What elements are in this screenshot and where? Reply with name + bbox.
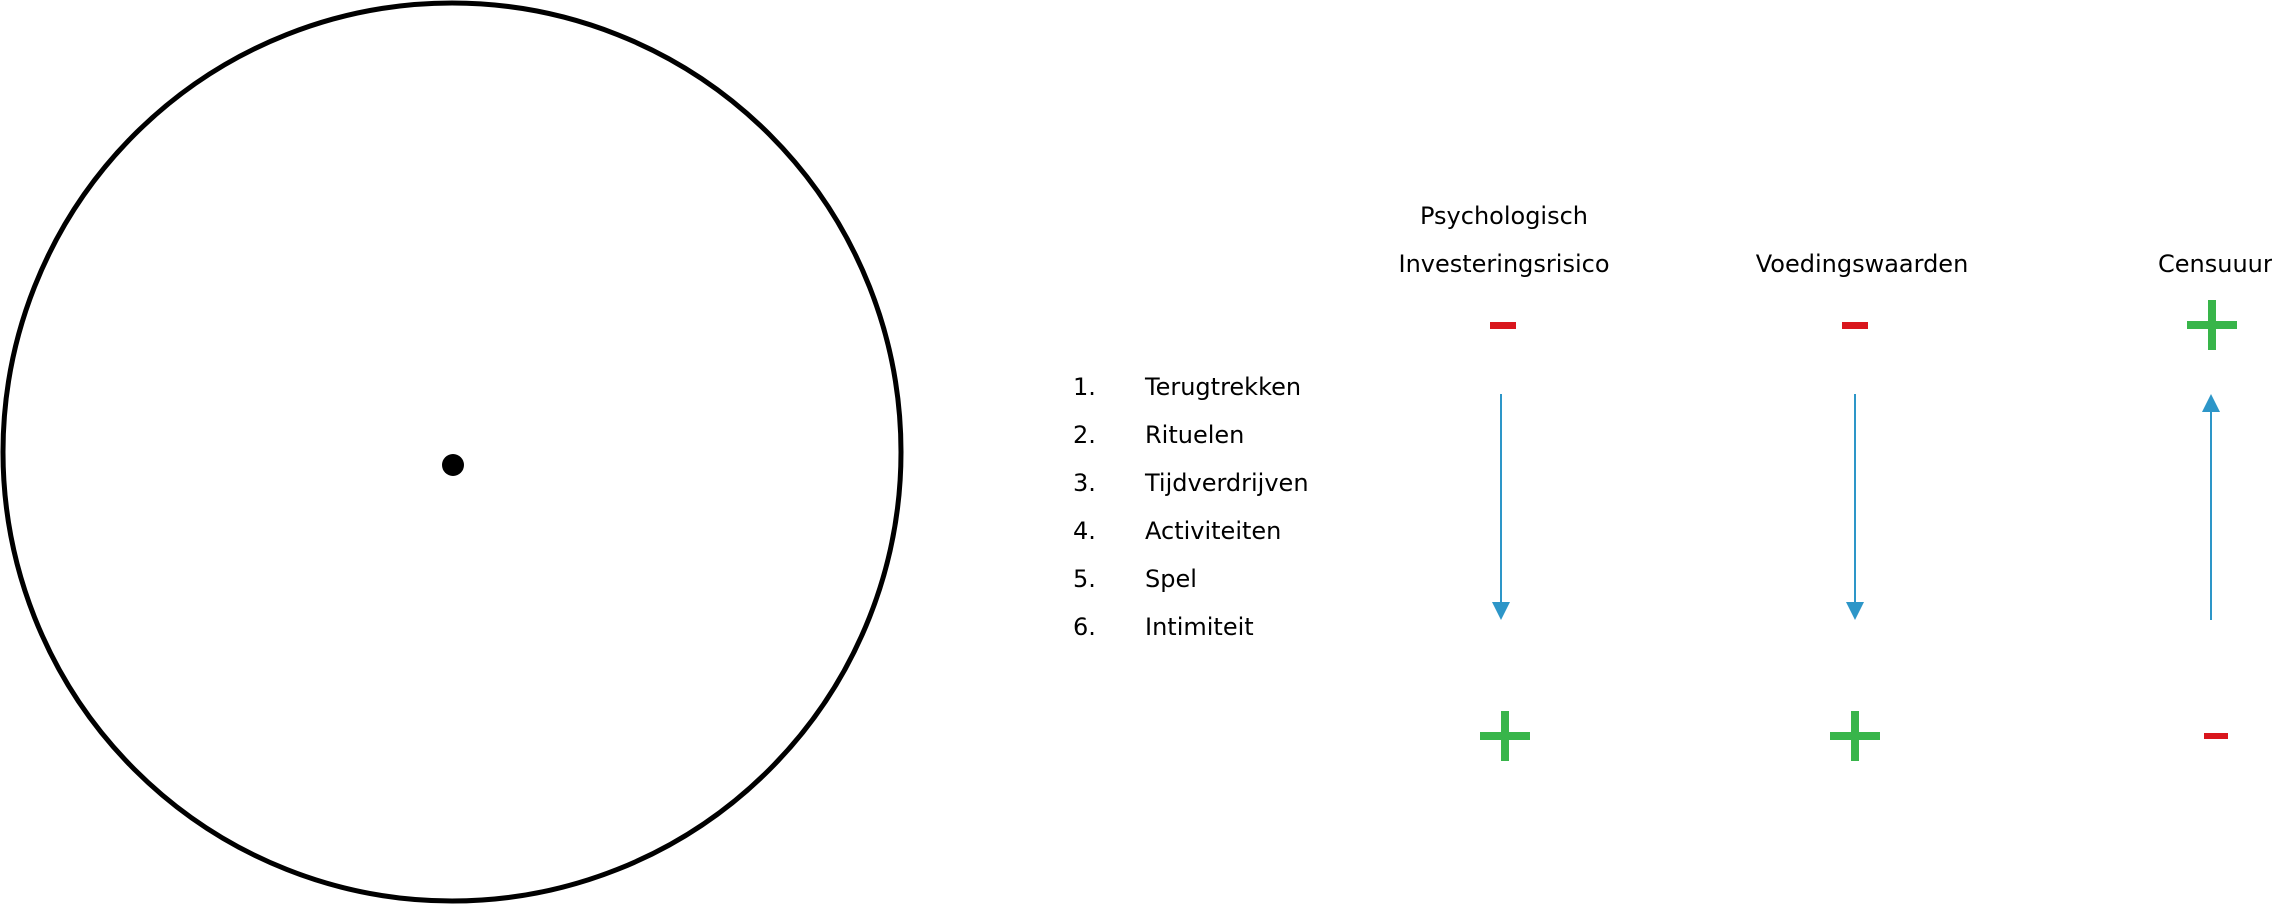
arrow-down-icon	[1492, 394, 1510, 620]
center-dot	[442, 454, 464, 476]
minus-icon	[1490, 322, 1516, 329]
list-item-label: Intimiteit	[1145, 613, 1254, 641]
list-item-number: 3.	[1073, 469, 1096, 497]
arrow-up-icon	[2202, 394, 2220, 620]
plus-icon	[2187, 300, 2237, 350]
arrow-down-icon	[1846, 394, 1864, 620]
plus-icon	[1480, 711, 1530, 761]
list-item-label: Tijdverdrijven	[1145, 469, 1309, 497]
column-title-line: Censuuur	[2158, 250, 2272, 278]
list-item-number: 4.	[1073, 517, 1096, 545]
column-title-line: Psychologisch	[1419, 202, 1589, 230]
column-title-line: Investeringsrisico	[1398, 250, 1610, 278]
list-item-number: 1.	[1073, 373, 1096, 401]
outer-circle	[0, 0, 904, 904]
list-item-number: 6.	[1073, 613, 1096, 641]
plus-icon	[1830, 711, 1880, 761]
circle-figure	[0, 0, 904, 904]
list-item-label: Spel	[1145, 565, 1197, 593]
minus-icon	[1842, 322, 1868, 329]
list-item-number: 5.	[1073, 565, 1096, 593]
list-item-label: Rituelen	[1145, 421, 1245, 449]
list-item-label: Terugtrekken	[1145, 373, 1302, 401]
minus-icon	[2204, 733, 2228, 739]
column-title-line: Voedingswaarden	[1755, 250, 1969, 278]
list-item-label: Activiteiten	[1145, 517, 1282, 545]
list-item-number: 2.	[1073, 421, 1096, 449]
